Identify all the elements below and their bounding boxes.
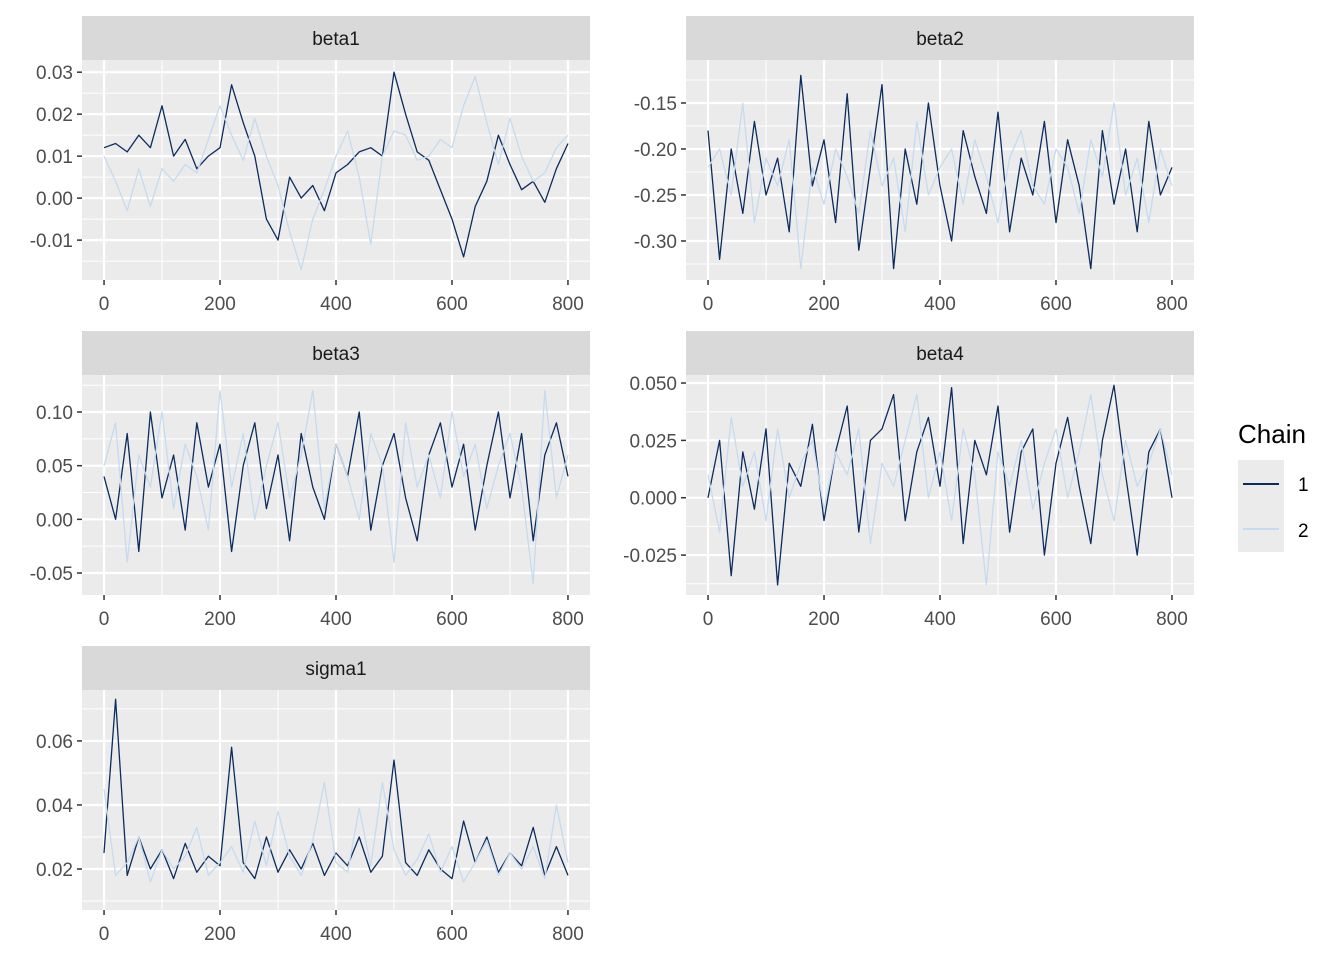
x-tick-label: 800: [1156, 294, 1188, 315]
series-line-chain-1: [103, 698, 569, 880]
y-tick-label: 0.10: [36, 403, 73, 424]
x-tick-label: 800: [552, 294, 584, 315]
y-tick-label: 0.05: [36, 457, 73, 478]
x-tick-label: 0: [99, 924, 110, 945]
x-tick-label: 0: [99, 609, 110, 630]
y-tick-label: 0.025: [629, 431, 677, 452]
y-tick-label: 0.01: [36, 147, 73, 168]
strip-background: [82, 331, 590, 375]
x-tick-label: 600: [436, 609, 468, 630]
series-line-chain-2: [103, 75, 569, 271]
x-tick-label: 0: [703, 609, 714, 630]
strip-label: beta3: [312, 344, 360, 365]
x-tick-label: 400: [924, 294, 956, 315]
y-tick-label: 0.00: [36, 189, 73, 210]
y-tick-label: 0.000: [629, 489, 677, 510]
x-tick-label: 600: [1040, 294, 1072, 315]
x-tick-label: 200: [808, 294, 840, 315]
panel-beta3: beta3 0 200 400 600 800 0.10 0.05 0.00 -0.05: [30, 331, 590, 630]
series-line-chain-1: [103, 71, 569, 258]
y-tick-label: -0.20: [634, 140, 677, 161]
strip-label: beta1: [312, 29, 360, 50]
x-tick-label: 800: [552, 609, 584, 630]
strip-label: sigma1: [305, 659, 366, 680]
y-tick-label: 0.00: [36, 510, 73, 531]
series-line-chain-2: [103, 781, 569, 883]
x-tick-label: 600: [436, 294, 468, 315]
strip-label: beta4: [916, 344, 964, 365]
x-tick-label: 0: [99, 294, 110, 315]
legend-key-background: [1238, 460, 1284, 552]
x-tick-label: 200: [808, 609, 840, 630]
y-tick-label: 0.02: [36, 860, 73, 881]
x-tick-label: 200: [204, 609, 236, 630]
legend-title: Chain: [1238, 419, 1306, 449]
strip-background: [686, 331, 1194, 375]
legend-label-chain-2: 2: [1298, 521, 1309, 542]
y-tick-label: 0.03: [36, 63, 73, 84]
strip-background: [82, 646, 590, 690]
y-tick-label: 0.050: [629, 374, 677, 395]
legend: Chain 1 2: [1238, 419, 1309, 552]
x-tick-label: 800: [1156, 609, 1188, 630]
x-tick-label: 600: [436, 924, 468, 945]
x-tick-label: 400: [924, 609, 956, 630]
y-tick-label: -0.30: [634, 232, 677, 253]
series-line-chain-2: [707, 102, 1173, 270]
y-tick-label: -0.025: [623, 546, 677, 567]
y-tick-label: 0.02: [36, 105, 73, 126]
series-line-chain-2: [103, 389, 569, 585]
x-tick-label: 400: [320, 609, 352, 630]
strip-label: beta2: [916, 29, 964, 50]
series-line-chain-1: [707, 74, 1173, 270]
panel-beta4: beta4 0 200 400 600 800 0.050 0.025 0.000 -0.025: [623, 331, 1194, 630]
strip-background: [686, 16, 1194, 60]
panel-beta2: beta2 0 200 400 600 800 -0.15 -0.20 -0.25 -0.30: [634, 16, 1194, 315]
panel-sigma1: sigma1 0 200 400 600 800 0.06 0.04 0.02: [36, 646, 590, 945]
y-tick-label: -0.15: [634, 94, 677, 115]
y-tick-label: 0.04: [36, 796, 73, 817]
series-line-chain-1: [707, 384, 1173, 586]
x-tick-label: 200: [204, 924, 236, 945]
x-tick-label: 400: [320, 294, 352, 315]
y-tick-label: -0.01: [30, 231, 73, 252]
x-tick-label: 200: [204, 294, 236, 315]
x-tick-label: 0: [703, 294, 714, 315]
strip-background: [82, 16, 590, 60]
x-tick-label: 600: [1040, 609, 1072, 630]
series-line-chain-2: [707, 393, 1173, 586]
panel-beta1: beta1 0 200 400 600 800 0.03 0.02 0.01 0.00 -0.01: [30, 16, 590, 315]
x-tick-label: 800: [552, 924, 584, 945]
y-tick-label: -0.25: [634, 186, 677, 207]
x-tick-label: 400: [320, 924, 352, 945]
legend-label-chain-1: 1: [1298, 475, 1309, 496]
y-tick-label: -0.05: [30, 564, 73, 585]
y-tick-label: 0.06: [36, 732, 73, 753]
